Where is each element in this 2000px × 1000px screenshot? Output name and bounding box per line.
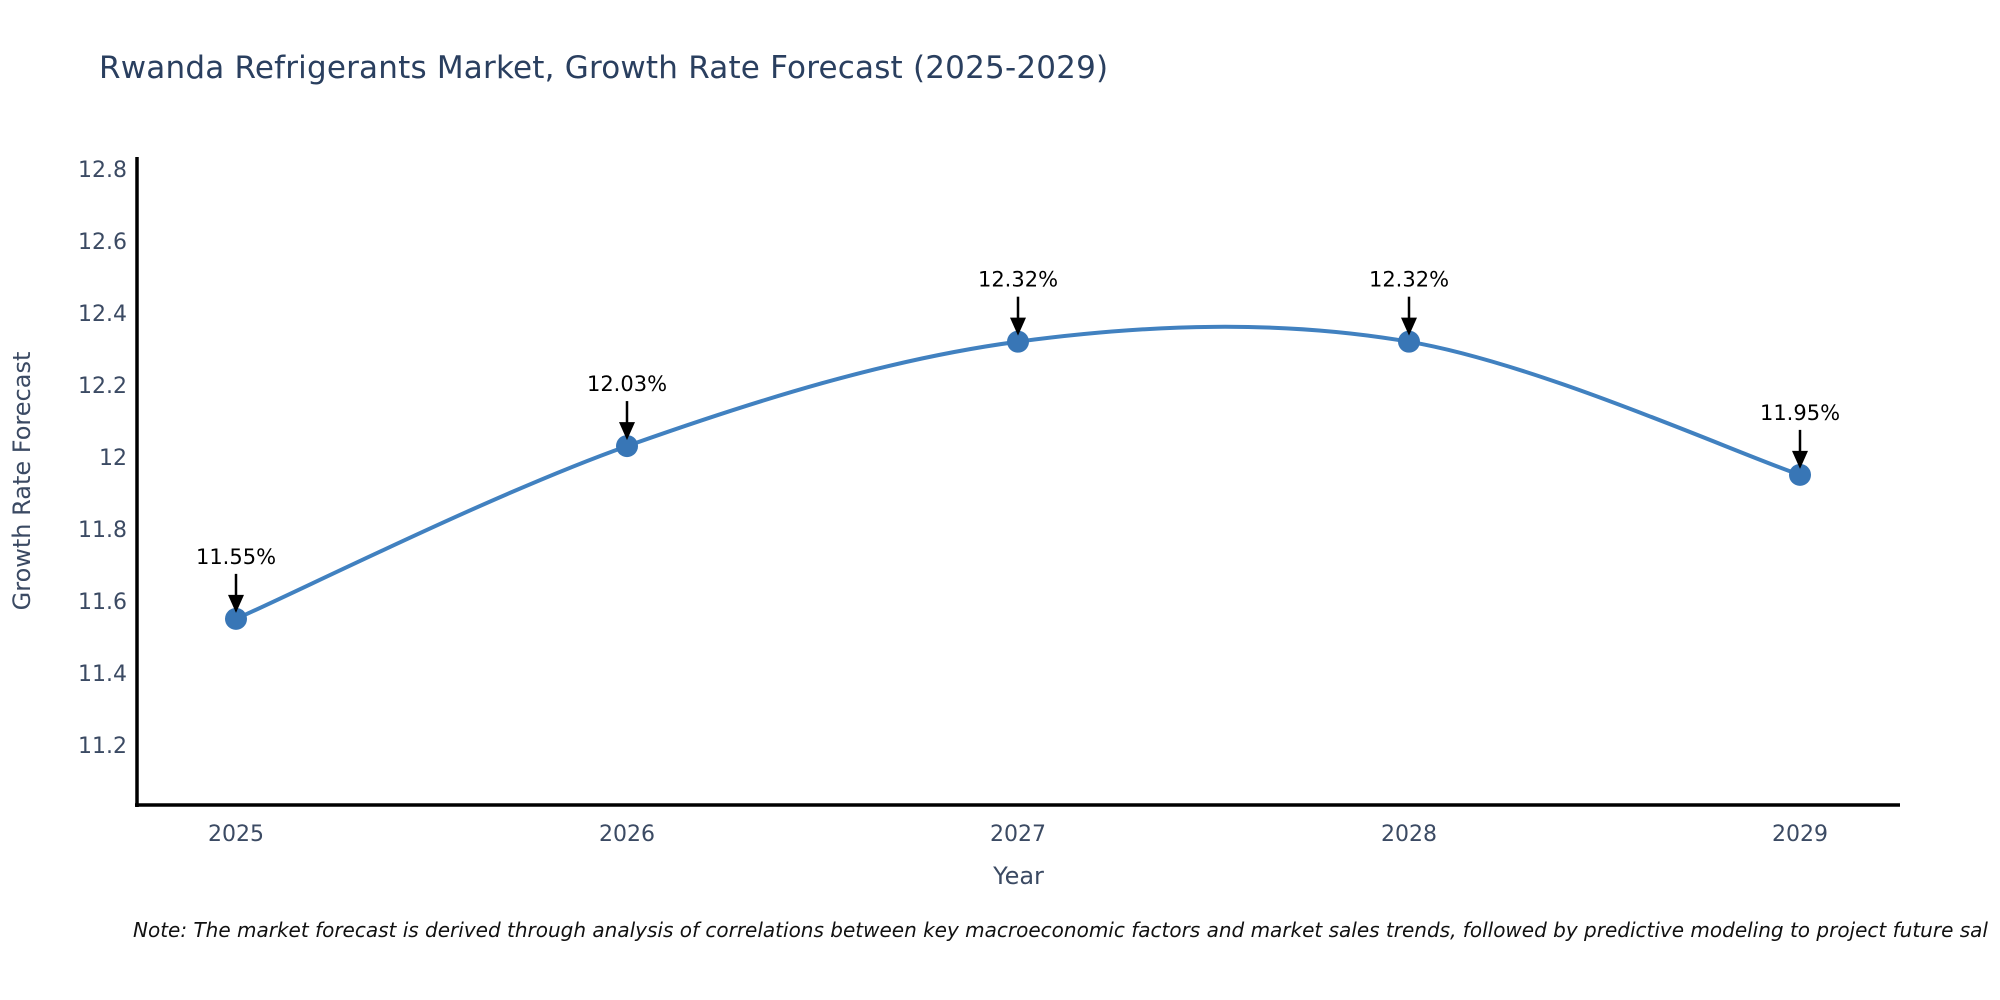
- data-point-marker[interactable]: [1007, 330, 1029, 353]
- annotation-arrowhead-icon: [1792, 450, 1808, 469]
- chart-footnote: Note: The market forecast is derived thr…: [133, 918, 1988, 942]
- point-value-label: 12.03%: [587, 372, 667, 396]
- data-point-marker[interactable]: [1789, 463, 1811, 486]
- point-value-label: 12.32%: [1369, 268, 1449, 292]
- point-value-label: 11.55%: [196, 545, 276, 569]
- y-tick-label: 12.6: [78, 230, 127, 255]
- y-tick-label: 12.4: [78, 302, 127, 327]
- chart-title: Rwanda Refrigerants Market, Growth Rate …: [99, 50, 1109, 86]
- x-tick-label: 2025: [208, 822, 264, 847]
- x-tick-label: 2026: [599, 822, 655, 847]
- y-tick-label: 11.2: [78, 734, 127, 759]
- x-tick-label: 2027: [990, 822, 1046, 847]
- x-tick-label: 2029: [1772, 822, 1828, 847]
- x-axis-title: Year: [992, 862, 1044, 890]
- y-tick-label: 11.8: [78, 518, 127, 543]
- data-point-marker[interactable]: [225, 607, 247, 630]
- y-tick-label: 12.8: [78, 158, 127, 183]
- forecast-line: [234, 324, 1802, 621]
- data-point-marker[interactable]: [1398, 330, 1420, 353]
- annotation-arrowhead-icon: [1010, 317, 1026, 336]
- y-tick-label: 12.2: [78, 374, 127, 399]
- y-tick-label: 11.6: [78, 590, 127, 615]
- annotation-arrowhead-icon: [228, 594, 244, 613]
- y-tick-label: 11.4: [78, 662, 127, 687]
- x-tick-label: 2028: [1381, 822, 1437, 847]
- data-point-marker[interactable]: [616, 435, 638, 458]
- y-tick-label: 12: [99, 446, 127, 471]
- point-value-label: 12.32%: [978, 268, 1058, 292]
- point-value-label: 11.95%: [1760, 401, 1840, 425]
- y-axis-title: Growth Rate Forecast: [8, 352, 36, 611]
- annotation-arrowhead-icon: [1401, 317, 1417, 336]
- annotation-arrowhead-icon: [619, 422, 635, 441]
